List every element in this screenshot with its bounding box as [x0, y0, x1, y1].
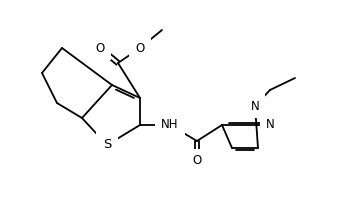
Text: N: N: [251, 100, 260, 112]
Text: NH: NH: [161, 118, 179, 131]
Text: S: S: [103, 138, 111, 151]
Text: O: O: [95, 42, 105, 54]
Text: N: N: [266, 118, 274, 131]
Text: O: O: [192, 154, 202, 168]
Text: O: O: [135, 42, 145, 54]
